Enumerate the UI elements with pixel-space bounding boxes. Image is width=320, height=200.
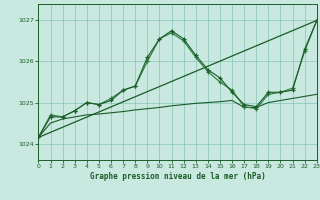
X-axis label: Graphe pression niveau de la mer (hPa): Graphe pression niveau de la mer (hPa) <box>90 172 266 181</box>
